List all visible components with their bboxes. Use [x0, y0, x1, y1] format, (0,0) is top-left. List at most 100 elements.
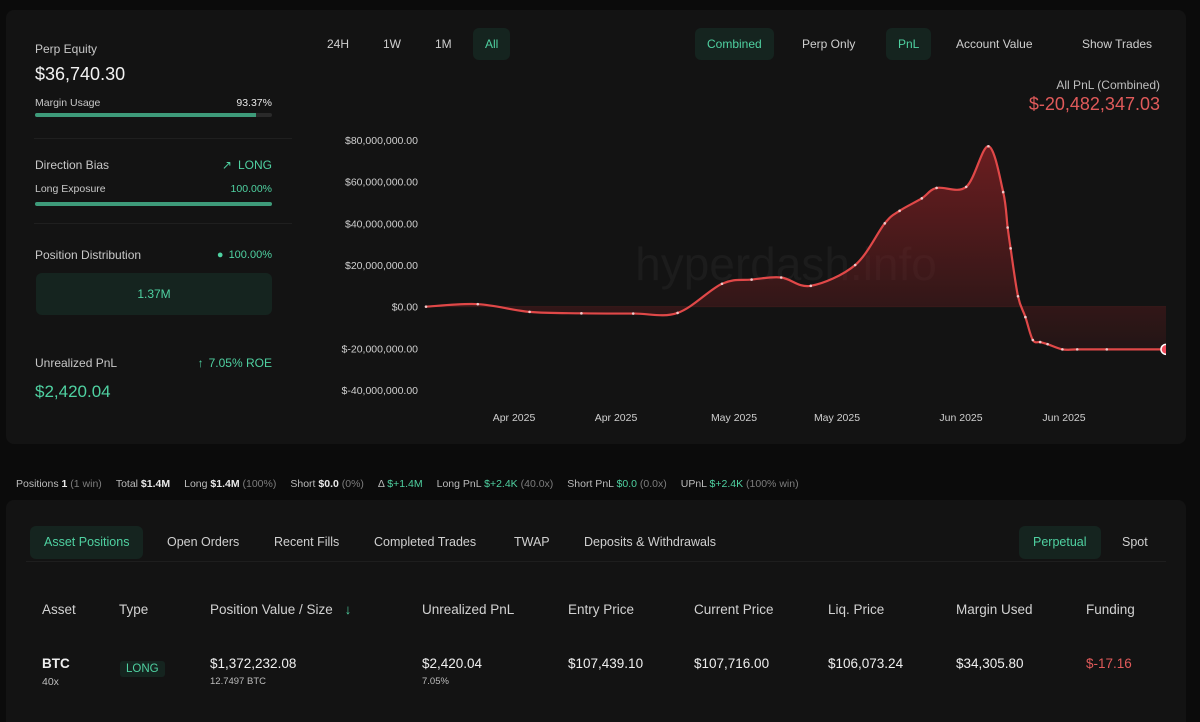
x-tick-label: Apr 2025	[595, 412, 638, 424]
header-position-value[interactable]: Position Value / Size ↓	[210, 602, 351, 617]
header-funding[interactable]: Funding	[1086, 602, 1135, 617]
header-type[interactable]: Type	[119, 602, 149, 617]
row-position-size: 12.7497 BTC	[210, 676, 266, 687]
divider	[26, 561, 1166, 562]
trending-up-icon: ↗	[221, 158, 232, 172]
tab-recent-fills[interactable]: Recent Fills	[274, 535, 340, 549]
arrow-up-icon: ↑	[197, 356, 204, 370]
row-unrealized-pnl-pct: 7.05%	[422, 676, 449, 687]
header-current-price[interactable]: Current Price	[694, 602, 774, 617]
data-point	[1006, 226, 1009, 229]
data-point	[750, 278, 753, 281]
long-exposure-label: Long Exposure	[35, 183, 106, 195]
data-point	[528, 310, 531, 314]
data-point	[424, 305, 428, 308]
data-point	[1001, 190, 1005, 194]
positions-panel: Asset Positions Open Orders Recent Fills…	[6, 500, 1186, 722]
row-leverage: 40x	[42, 676, 59, 688]
y-tick-label: $20,000,000.00	[345, 260, 418, 272]
positions-stats-strip: Positions 1 (1 win) Total $1.4M Long $1.…	[16, 478, 799, 490]
perp-equity-value: $36,740.30	[35, 64, 126, 84]
data-point	[1061, 348, 1064, 351]
data-point	[1024, 315, 1027, 319]
stat-positions: Positions 1 (1 win)	[16, 478, 102, 490]
row-entry-price: $107,439.10	[568, 656, 644, 671]
tab-completed-trades[interactable]: Completed Trades	[374, 535, 477, 549]
all-pnl-label: All PnL (Combined)	[1056, 78, 1160, 92]
y-tick-label: $-40,000,000.00	[342, 385, 419, 397]
y-tick-label: $40,000,000.00	[345, 218, 418, 230]
margin-usage-fill	[35, 113, 257, 117]
data-point	[779, 276, 783, 279]
margin-usage-label: Margin Usage	[35, 97, 101, 109]
pnl-chart[interactable]: hyperdash.info$80,000,000.00$60,000,000.…	[306, 120, 1166, 430]
stat-short-pnl: Short PnL $0.0 (0.0x)	[567, 478, 667, 490]
overview-panel: Perp Equity $36,740.30 Margin Usage 93.3…	[6, 10, 1186, 444]
header-margin-used[interactable]: Margin Used	[956, 602, 1033, 617]
x-tick-label: Jun 2025	[939, 412, 982, 424]
data-point	[1009, 247, 1012, 250]
range-24h-button[interactable]: 24H	[327, 37, 350, 51]
tab-spot[interactable]: Spot	[1122, 535, 1148, 549]
tab-twap[interactable]: TWAP	[514, 535, 550, 549]
unrealized-pnl-roe: ↑ 7.05% ROE	[198, 356, 272, 370]
tab-deposits-withdrawals[interactable]: Deposits & Withdrawals	[584, 535, 716, 549]
header-unrealized-pnl[interactable]: Unrealized PnL	[422, 602, 515, 617]
header-entry-price[interactable]: Entry Price	[568, 602, 635, 617]
range-1m-button[interactable]: 1M	[435, 37, 452, 51]
stat-long: Long $1.4M (100%)	[184, 478, 277, 490]
sort-arrow-down-icon[interactable]: ↓	[344, 602, 352, 617]
margin-usage-value: 93.37%	[236, 97, 272, 109]
data-point	[964, 185, 968, 189]
tab-perpetual[interactable]: Perpetual	[1019, 526, 1101, 559]
data-point	[1105, 348, 1109, 351]
data-point	[987, 144, 990, 148]
stat-long-pnl: Long PnL $+2.4K (40.0x)	[436, 478, 554, 490]
row-type-badge: LONG	[120, 661, 165, 677]
x-tick-label: May 2025	[711, 412, 757, 424]
x-tick-label: May 2025	[814, 412, 860, 424]
y-tick-label: $60,000,000.00	[345, 177, 418, 189]
show-trades-button[interactable]: Show Trades	[1082, 37, 1153, 51]
stat-short: Short $0.0 (0%)	[290, 478, 364, 490]
data-point	[720, 282, 724, 286]
data-point	[1038, 340, 1042, 344]
direction-bias-text: LONG	[237, 158, 272, 172]
y-tick-label: $-20,000,000.00	[342, 343, 419, 355]
range-1w-button[interactable]: 1W	[383, 37, 401, 51]
pnl-button[interactable]: PnL	[886, 28, 932, 60]
direction-bias-value: ↗ LONG	[222, 158, 272, 172]
account-value-button[interactable]: Account Value	[956, 37, 1033, 51]
y-tick-label: $80,000,000.00	[345, 135, 418, 147]
margin-usage-bar	[35, 113, 272, 117]
row-current-price: $107,716.00	[694, 656, 770, 671]
divider	[34, 138, 292, 139]
tab-asset-positions[interactable]: Asset Positions	[30, 526, 144, 559]
unrealized-pnl-label: Unrealized PnL	[35, 356, 118, 370]
data-point	[920, 197, 924, 200]
pnl-area	[426, 146, 1166, 350]
data-point	[853, 263, 857, 267]
row-liq-price: $106,073.24	[828, 656, 904, 671]
account-summary: Perp Equity $36,740.30 Margin Usage 93.3…	[6, 10, 296, 444]
x-tick-label: Jun 2025	[1042, 412, 1085, 424]
combined-button[interactable]: Combined	[695, 28, 774, 60]
range-all-button[interactable]: All	[473, 28, 511, 60]
perp-equity-label: Perp Equity	[35, 42, 98, 56]
data-point	[935, 186, 938, 190]
stat-total: Total $1.4M	[115, 478, 171, 490]
tab-open-orders[interactable]: Open Orders	[167, 535, 240, 549]
row-funding: $-17.16	[1086, 656, 1132, 671]
position-distribution-bar[interactable]: 1.37M	[36, 273, 272, 315]
long-exposure-fill	[35, 202, 272, 206]
header-liq-price[interactable]: Liq. Price	[828, 602, 885, 617]
stat-upnl: UPnL $+2.4K (100% win)	[680, 478, 799, 490]
data-point	[809, 284, 813, 288]
dot-icon: ●	[216, 249, 224, 261]
data-point	[883, 222, 887, 225]
row-asset[interactable]: BTC	[42, 656, 70, 671]
header-asset[interactable]: Asset	[42, 602, 76, 617]
direction-bias-label: Direction Bias	[35, 158, 110, 172]
perp-only-button[interactable]: Perp Only	[802, 37, 856, 51]
position-distribution-label: Position Distribution	[35, 248, 142, 262]
